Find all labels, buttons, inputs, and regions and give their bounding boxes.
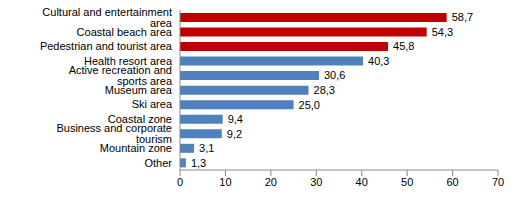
svg-text:40: 40	[356, 176, 368, 188]
svg-text:Coastal beach area: Coastal beach area	[77, 26, 173, 38]
svg-text:45,8: 45,8	[393, 40, 414, 52]
svg-text:Mountain zone: Mountain zone	[100, 142, 172, 154]
svg-text:0: 0	[177, 176, 183, 188]
svg-text:Ski area: Ski area	[132, 98, 173, 110]
svg-text:30,6: 30,6	[324, 69, 345, 81]
svg-text:58,7: 58,7	[452, 11, 473, 23]
svg-text:9,2: 9,2	[227, 128, 242, 140]
svg-text:30: 30	[310, 176, 322, 188]
svg-text:20: 20	[265, 176, 277, 188]
svg-text:1,3: 1,3	[191, 157, 206, 169]
svg-text:28,3: 28,3	[314, 84, 335, 96]
svg-text:9,4: 9,4	[228, 113, 243, 125]
svg-text:Other: Other	[144, 157, 172, 169]
svg-text:70: 70	[492, 176, 504, 188]
svg-text:3,1: 3,1	[199, 142, 214, 154]
svg-text:25,0: 25,0	[299, 99, 320, 111]
svg-text:60: 60	[446, 176, 458, 188]
svg-text:54,3: 54,3	[432, 26, 453, 38]
svg-text:Pedestrian and tourist area: Pedestrian and tourist area	[40, 40, 173, 52]
svg-text:50: 50	[401, 176, 413, 188]
svg-text:10: 10	[219, 176, 231, 188]
svg-text:40,3: 40,3	[368, 55, 389, 67]
svg-text:Museum area: Museum area	[105, 84, 173, 96]
